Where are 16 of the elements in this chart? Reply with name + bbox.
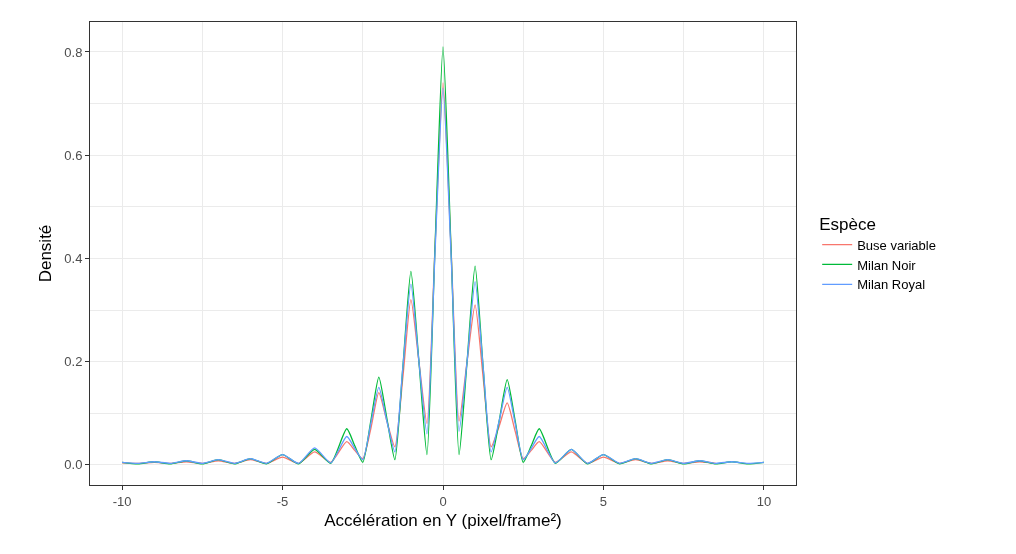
- x-tick-label: -10: [112, 493, 132, 509]
- x-tick-label: -5: [276, 493, 289, 509]
- x-tick-label: 0: [439, 493, 447, 509]
- x-tick-label: 10: [756, 493, 772, 509]
- y-tick-label: 0.6: [64, 147, 83, 163]
- legend-label: Milan Noir: [857, 257, 917, 273]
- x-tick-label: 5: [599, 493, 608, 509]
- legend-label: Milan Royal: [857, 277, 926, 293]
- legend-title: Espèce: [819, 214, 876, 234]
- y-tick-label: 0.8: [64, 44, 83, 60]
- y-tick-label: 0.0: [64, 457, 83, 473]
- x-axis-title: Accélération en Y (pixel/frame²): [324, 511, 562, 530]
- legend-label: Buse variable: [857, 237, 936, 253]
- y-tick-label: 0.4: [64, 250, 83, 266]
- y-tick-label: 0.2: [64, 354, 83, 370]
- y-axis-title: Densité: [35, 224, 55, 283]
